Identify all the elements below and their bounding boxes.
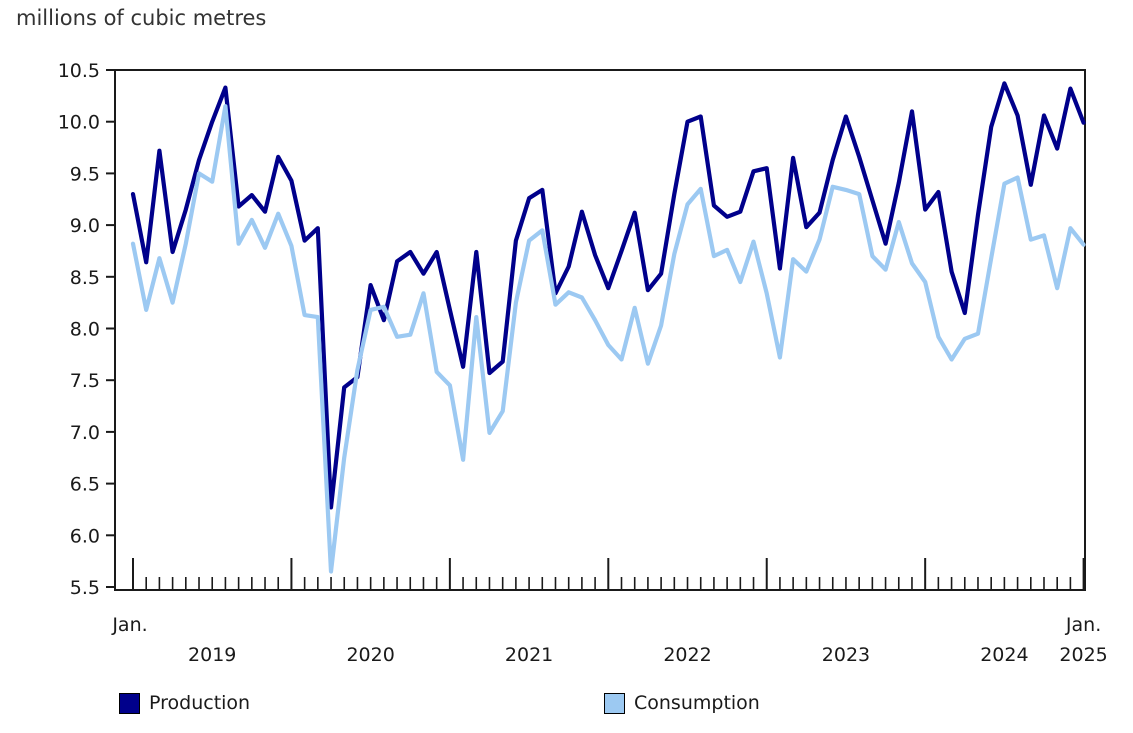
chart-line-consumption: [130, 104, 1086, 574]
y-tick-label: 7.0: [70, 422, 100, 444]
x-label-year: 2025: [1059, 644, 1107, 666]
legend-consumption-label: Consumption: [634, 692, 760, 714]
y-tick-label: 6.0: [70, 525, 100, 547]
y-axis: 10.5 10.0 9.5 9.0 8.5 8.0 7.5 7.0 6.5 6.0 5.5: [58, 60, 115, 599]
plot-border: [114, 69, 1086, 591]
chart-title: millions of cubic metres: [16, 6, 267, 30]
y-tick-label: 6.5: [70, 474, 100, 496]
x-label-jan-first: Jan.: [111, 614, 147, 636]
x-axis: Jan. Jan. 2019 2020 2021 2022 2023 2024 2025: [111, 558, 1108, 666]
chart-line-production: [130, 81, 1086, 510]
y-tick-label: 10.5: [58, 60, 100, 82]
y-tick-label: 7.5: [70, 370, 100, 392]
x-label-year: 2021: [505, 644, 553, 666]
legend-production-label: Production: [149, 692, 251, 714]
x-label-year: 2022: [663, 644, 711, 666]
y-tick-label: 10.0: [58, 112, 100, 134]
y-tick-label: 8.0: [70, 319, 100, 341]
y-tick-label: 9.0: [70, 215, 100, 237]
x-label-year: 2020: [346, 644, 394, 666]
x-label-year: 2019: [188, 644, 236, 666]
legend-item-production: Production: [119, 692, 250, 714]
production-swatch: [119, 692, 140, 714]
x-label-jan-last: Jan.: [1065, 614, 1101, 636]
y-tick-label: 5.5: [70, 577, 100, 599]
y-tick-label: 8.5: [70, 267, 100, 289]
x-label-year: 2023: [822, 644, 870, 666]
consumption-swatch: [604, 692, 625, 714]
x-label-year: 2024: [980, 644, 1028, 666]
y-tick-label: 9.5: [70, 163, 100, 185]
legend-item-consumption: Consumption: [604, 692, 760, 714]
